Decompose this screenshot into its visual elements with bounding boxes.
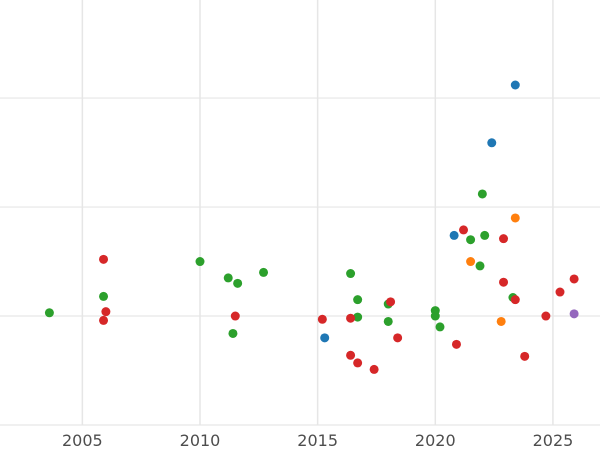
data-point-red	[459, 225, 469, 235]
data-point-green	[477, 189, 487, 199]
data-point-red	[569, 274, 579, 284]
data-point-red	[499, 277, 509, 287]
data-point-green	[435, 322, 445, 332]
data-point-green	[228, 328, 238, 338]
data-point-red	[101, 307, 111, 317]
data-point-green	[223, 273, 233, 283]
data-point-red	[393, 333, 403, 343]
data-point-blue	[487, 138, 497, 148]
x-tick-label: 2015	[297, 431, 338, 450]
x-axis-tick-labels: 2005 2010 2015 2020 2025	[62, 431, 573, 450]
data-points	[44, 80, 579, 374]
data-point-red	[230, 311, 240, 321]
data-point-green	[353, 295, 363, 305]
data-point-red	[520, 351, 530, 361]
data-point-red	[353, 358, 363, 368]
data-point-red	[499, 234, 509, 244]
data-point-red	[541, 311, 551, 321]
data-point-green	[233, 278, 243, 288]
data-point-green	[259, 267, 269, 277]
data-point-red	[99, 315, 109, 325]
data-point-green	[353, 312, 363, 322]
x-tick-label: 2025	[533, 431, 574, 450]
data-point-red	[317, 314, 327, 324]
vertical-gridlines	[81, 0, 554, 425]
data-point-purple	[569, 309, 579, 319]
data-point-red	[555, 287, 565, 297]
data-point-green	[466, 235, 476, 245]
data-point-orange	[496, 316, 506, 326]
horizontal-gridlines	[0, 97, 600, 426]
data-point-orange	[510, 213, 520, 223]
data-point-red	[346, 313, 356, 323]
data-point-red	[386, 297, 396, 307]
data-point-green	[480, 230, 490, 240]
data-point-red	[346, 350, 356, 360]
x-tick-label: 2020	[415, 431, 456, 450]
data-point-red	[99, 254, 109, 264]
data-point-green	[430, 311, 440, 321]
data-point-blue	[449, 230, 459, 240]
data-point-red	[510, 295, 520, 305]
data-point-green	[99, 291, 109, 301]
data-point-green	[195, 257, 205, 267]
data-point-green	[475, 261, 485, 271]
data-point-blue	[510, 80, 520, 90]
data-point-green	[346, 269, 356, 279]
x-tick-label: 2005	[62, 431, 103, 450]
data-point-green	[383, 316, 393, 326]
data-point-blue	[320, 333, 330, 343]
x-tick-label: 2010	[180, 431, 221, 450]
data-point-red	[369, 364, 379, 374]
data-point-red	[451, 339, 461, 349]
data-point-orange	[466, 257, 476, 267]
data-point-green	[44, 308, 54, 318]
